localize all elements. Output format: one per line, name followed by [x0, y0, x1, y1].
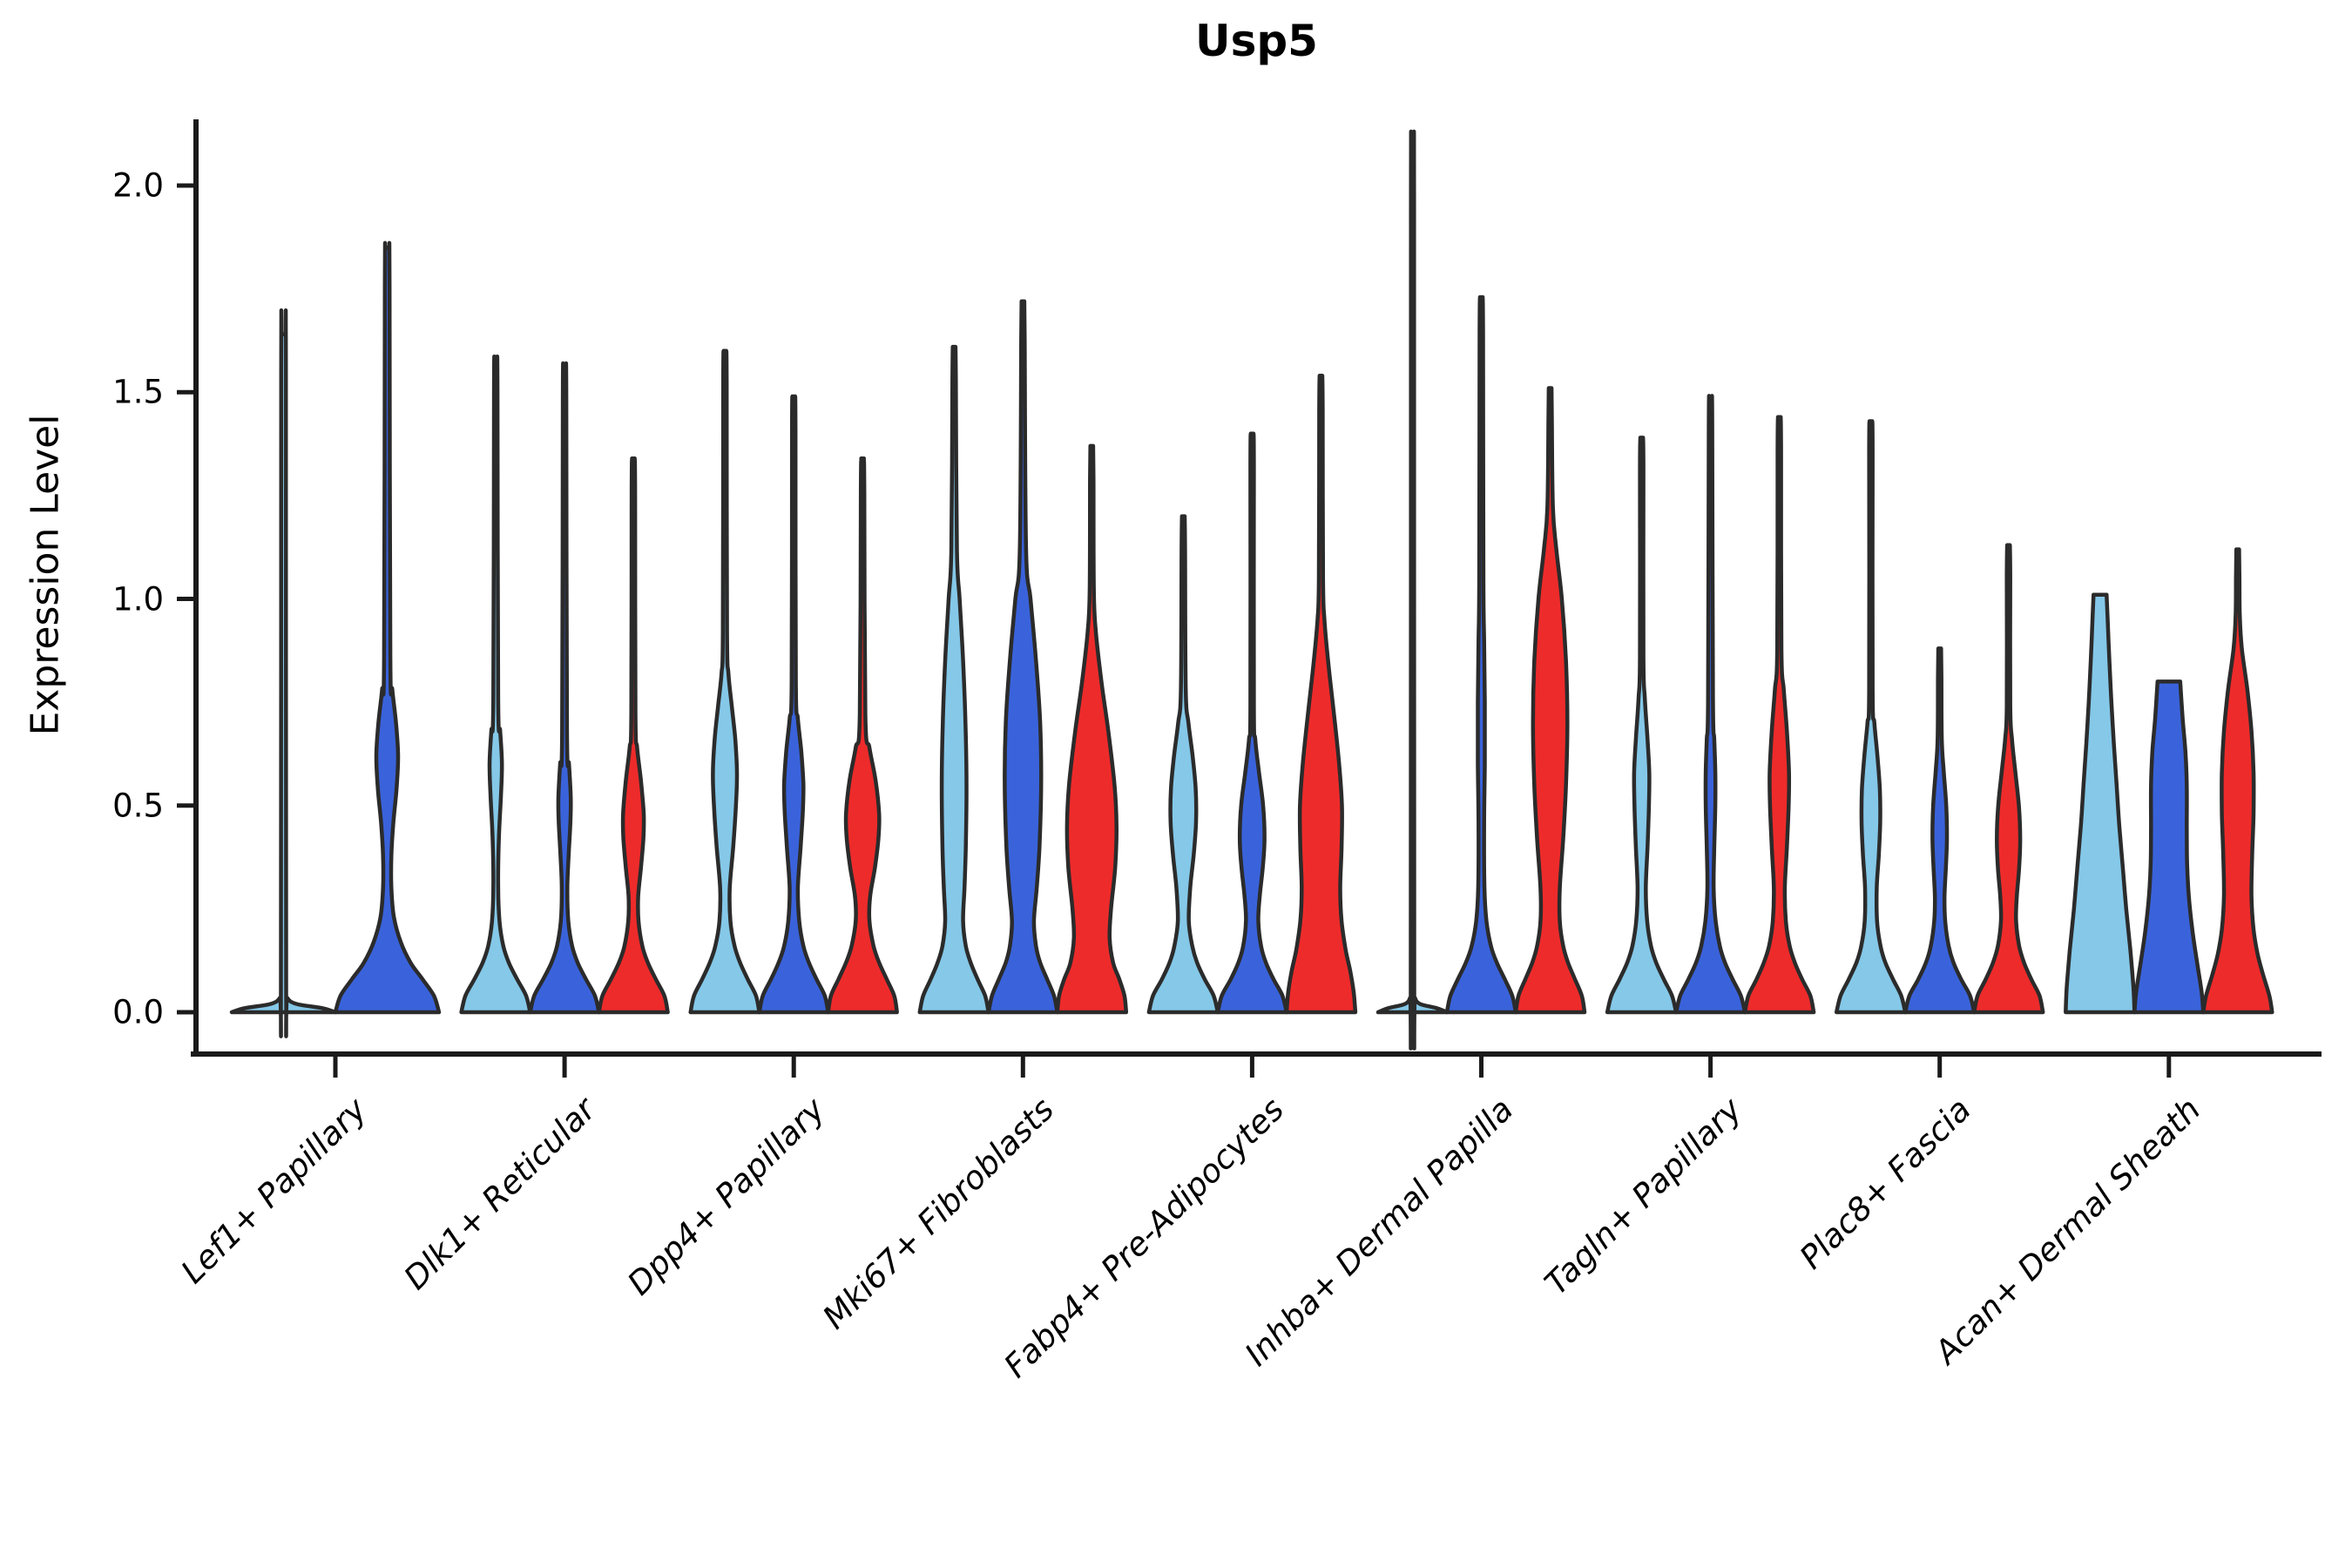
violin-mki67-fibroblasts-red [1055, 443, 1129, 1015]
violin-lef1-papillary-royal-blue [333, 240, 442, 1015]
y-tick-label: 1.0 [112, 580, 164, 618]
violin-dlk1-reticular-red [597, 456, 670, 1015]
violin-plac8-fascia-light-blue [1834, 419, 1908, 1015]
violin-dpp4-papillary-royal-blue [757, 394, 830, 1015]
violin-acan-dermal-sheath-light-blue [2064, 592, 2137, 1015]
violin-inhba-dermal-papilla-light-blue [1375, 129, 1450, 1051]
violin-inhba-dermal-papilla-red [1513, 386, 1587, 1015]
y-axis-label: Expression Level [23, 414, 68, 736]
violin-inhba-dermal-papilla-royal-blue [1444, 294, 1518, 1015]
plot-title: Usp5 [1195, 16, 1318, 66]
violin-acan-dermal-sheath-royal-blue [2132, 679, 2206, 1015]
y-tick-label: 0.0 [112, 993, 164, 1031]
violin-plac8-fascia-red [1971, 543, 2045, 1015]
violin-tagln-papillary-red [1742, 415, 1816, 1015]
violin-acan-dermal-sheath-red [2201, 547, 2274, 1015]
violin-tagln-papillary-light-blue [1605, 436, 1679, 1015]
violin-mki67-fibroblasts-royal-blue [986, 299, 1060, 1015]
violin-lef1-papillary-light-blue [229, 308, 338, 1038]
violin-dlk1-reticular-light-blue [459, 355, 532, 1015]
violin-dpp4-papillary-light-blue [688, 348, 761, 1015]
violin-tagln-papillary-royal-blue [1673, 394, 1747, 1015]
y-tick-label: 2.0 [112, 166, 164, 205]
violin-mki67-fibroblasts-light-blue [917, 344, 991, 1015]
violin-dlk1-reticular-royal-blue [528, 361, 601, 1015]
violin-plac8-fascia-royal-blue [1903, 646, 1977, 1015]
violin-fabp4-pre-adipocytes-red [1284, 374, 1358, 1015]
violin-dpp4-papillary-red [826, 456, 899, 1015]
violin-fabp4-pre-adipocytes-light-blue [1146, 514, 1220, 1015]
y-tick-label: 1.5 [112, 373, 164, 411]
violin-fabp4-pre-adipocytes-royal-blue [1215, 431, 1289, 1015]
y-tick-label: 0.5 [112, 787, 164, 825]
